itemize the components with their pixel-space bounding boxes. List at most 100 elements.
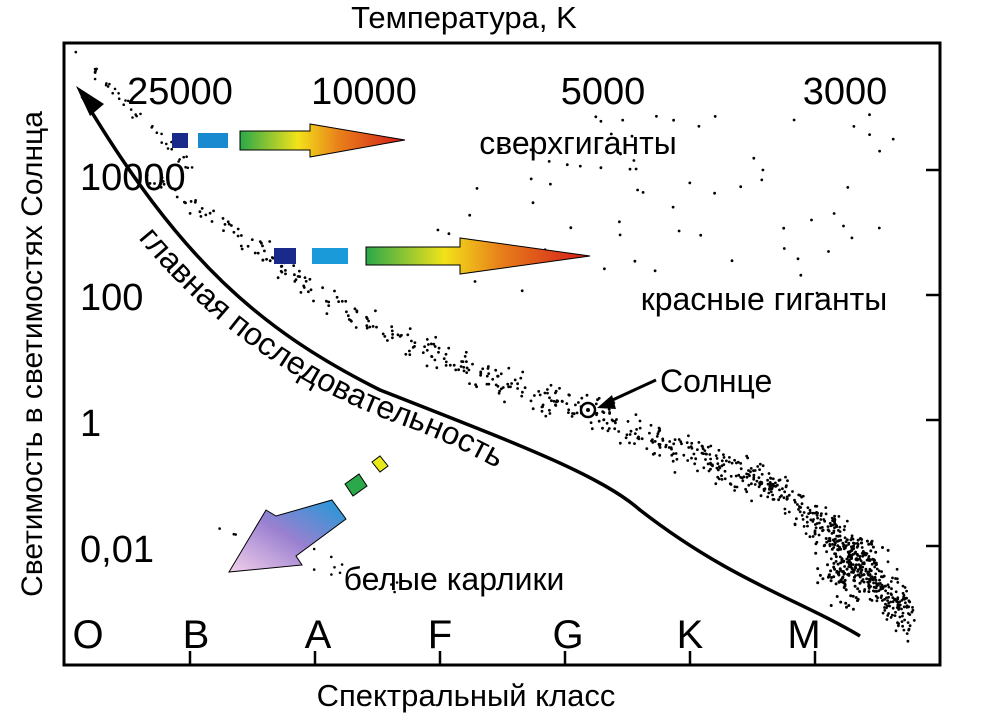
star-dot [467, 368, 471, 372]
star-dot [263, 249, 266, 253]
star-dot [898, 603, 901, 607]
star-dot [697, 124, 701, 128]
star-dot [174, 188, 177, 192]
star-dot [337, 300, 340, 303]
star-dot [190, 166, 194, 169]
star-dot [126, 99, 130, 103]
star-dot [700, 451, 704, 455]
star-dot [808, 508, 812, 512]
star-dot [860, 541, 864, 545]
star-dot [904, 601, 907, 605]
star-dot [784, 475, 787, 479]
star-dot [340, 299, 344, 303]
star-dot [877, 589, 881, 593]
star-dot [761, 464, 765, 468]
star-dot [160, 141, 163, 144]
star-dot [634, 167, 638, 171]
star-dot [862, 580, 866, 584]
star-dot [702, 466, 706, 470]
star-dot [735, 485, 739, 489]
star-dot [633, 432, 637, 435]
star-dot [675, 457, 679, 461]
star-dot [148, 182, 152, 185]
lum-label-1: 1 [80, 403, 101, 445]
star-dot [867, 590, 871, 594]
star-dot [907, 612, 910, 615]
star-dot [863, 551, 867, 555]
star-dot [707, 469, 711, 473]
star-dot [706, 462, 710, 466]
star-dot [694, 457, 698, 461]
star-dot [800, 514, 804, 517]
star-dot [499, 372, 503, 376]
star-dot [325, 312, 329, 315]
star-dot [875, 599, 879, 603]
star-dot [872, 581, 875, 585]
star-dot [468, 382, 471, 385]
star-dot [834, 555, 838, 559]
star-dot [901, 584, 905, 588]
star-dot [153, 182, 156, 185]
star-dot [344, 299, 348, 303]
star-dot [739, 467, 743, 471]
star-dot [700, 444, 704, 448]
star-dot [825, 550, 828, 554]
star-dot [887, 595, 890, 599]
star-dot [667, 446, 671, 449]
star-dot [619, 152, 622, 156]
star-dot [430, 355, 434, 358]
star-dot [835, 595, 839, 598]
star-dot [276, 276, 280, 280]
star-dot [93, 70, 97, 74]
star-dot [365, 324, 369, 327]
star-dot [816, 581, 820, 585]
star-dot [828, 521, 832, 525]
star-dot [811, 511, 815, 515]
star-dot [801, 518, 805, 521]
star-dot [823, 519, 827, 523]
star-dot [308, 277, 312, 281]
star-dot [590, 427, 594, 431]
star-dot [687, 434, 690, 438]
star-dot [606, 429, 610, 433]
star-dot [832, 561, 836, 565]
star-dot [517, 136, 520, 140]
star-dot [896, 596, 900, 600]
star-dot [687, 446, 691, 449]
star-dot [160, 132, 163, 136]
star-dot [875, 590, 879, 593]
star-dot [847, 604, 851, 607]
star-dot [838, 525, 842, 529]
star-dot [847, 555, 851, 559]
star-dot [603, 267, 606, 271]
star-dot [117, 92, 120, 95]
star-dot [867, 583, 871, 586]
star-dot [516, 382, 519, 386]
star-dot [769, 490, 773, 494]
star-dot [365, 326, 369, 330]
star-dot [808, 511, 812, 514]
sun-symbol-center [586, 408, 590, 412]
star-dot [485, 374, 489, 378]
star-dot [714, 482, 718, 486]
star-dot [793, 498, 796, 502]
star-dot [871, 578, 875, 582]
star-dot [696, 448, 699, 451]
star-dot [861, 565, 865, 569]
star-dot [550, 399, 553, 403]
star-dot [183, 200, 186, 204]
star-dot [833, 518, 837, 522]
star-dot [882, 574, 886, 578]
star-dot [752, 477, 756, 481]
star-dot [808, 535, 812, 539]
star-dot [304, 279, 308, 283]
star-dot [753, 469, 757, 472]
star-dot [859, 537, 862, 540]
star-dot [868, 558, 872, 562]
star-dot [887, 601, 891, 605]
star-dot [686, 459, 690, 462]
star-dot [338, 571, 342, 575]
star-dot [487, 372, 491, 375]
star-dot [672, 118, 675, 122]
star-dot [783, 490, 787, 494]
